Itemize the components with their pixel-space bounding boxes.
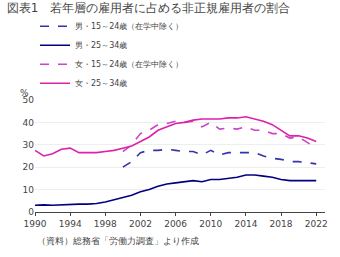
- svg-text:1994: 1994: [59, 219, 82, 229]
- svg-text:2022: 2022: [305, 219, 328, 229]
- svg-text:2014: 2014: [234, 219, 257, 229]
- svg-text:男・15～24歳（在学中除く）: 男・15～24歳（在学中除く）: [75, 22, 183, 31]
- svg-text:女・25～34歳: 女・25～34歳: [75, 79, 127, 88]
- svg-text:40: 40: [23, 118, 35, 128]
- svg-text:2002: 2002: [129, 219, 152, 229]
- svg-text:図表1 若年層の雇用者に占める非正規雇用者の割合: 図表1 若年層の雇用者に占める非正規雇用者の割合: [7, 1, 291, 15]
- svg-text:50: 50: [23, 95, 35, 105]
- svg-text:女・15～24歳（在学中除く）: 女・15～24歳（在学中除く）: [75, 60, 183, 69]
- svg-text:男・25～34歳: 男・25～34歳: [75, 41, 127, 50]
- svg-text:1990: 1990: [24, 219, 47, 229]
- svg-text:1998: 1998: [94, 219, 117, 229]
- svg-text:30: 30: [23, 140, 35, 150]
- svg-text:0: 0: [28, 207, 34, 217]
- svg-text:20: 20: [23, 162, 35, 172]
- svg-text:2006: 2006: [164, 219, 187, 229]
- svg-text:2010: 2010: [199, 219, 222, 229]
- svg-text:2018: 2018: [270, 219, 293, 229]
- svg-text:（資料）総務省「労働力調査」より作成: （資料）総務省「労働力調査」より作成: [37, 236, 199, 246]
- svg-text:10: 10: [23, 185, 35, 195]
- svg-text:%: %: [20, 88, 29, 98]
